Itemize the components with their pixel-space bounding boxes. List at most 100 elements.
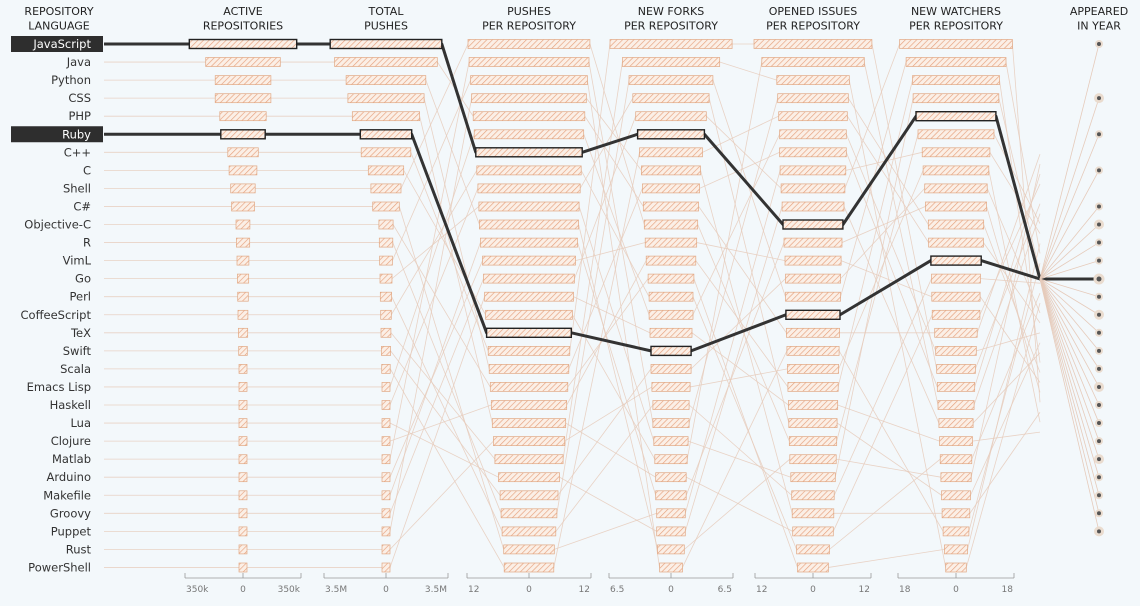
- year-connector: [1039, 206, 1100, 280]
- connector-line: [104, 61, 1041, 568]
- value-bar: [656, 526, 686, 537]
- value-bar: [643, 219, 699, 230]
- value-bar: [655, 472, 687, 483]
- value-bar: [489, 382, 569, 392]
- axis-tick-label: 0: [668, 585, 674, 595]
- connector-line: [104, 43, 1041, 370]
- value-bar: [483, 273, 575, 284]
- highlight-bar: [785, 309, 841, 320]
- axis-tick-label: 0: [953, 585, 959, 595]
- value-bar: [653, 436, 689, 446]
- connector-line: [104, 169, 1041, 550]
- highlight-bar: [915, 110, 997, 122]
- value-bar: [238, 346, 248, 356]
- value-bar: [788, 436, 838, 446]
- highlight-lines: [104, 38, 1099, 357]
- column-header-text: ACTIVE: [223, 5, 263, 18]
- connector-line: [104, 79, 1041, 568]
- axis-tick-label: 350k: [186, 585, 209, 595]
- value-bar: [647, 273, 695, 284]
- language-label: Haskell: [50, 398, 91, 412]
- axis-tick-label: 0: [526, 585, 532, 595]
- year-dot: [1097, 493, 1101, 498]
- axis-tick-label: 18: [1002, 585, 1014, 595]
- value-bar: [370, 183, 402, 194]
- column-header-text: REPOSITORY: [24, 5, 93, 18]
- connector-line: [104, 206, 1041, 532]
- value-bar: [652, 418, 690, 428]
- column-header-text: APPEARED: [1070, 5, 1128, 18]
- value-bar: [652, 400, 690, 410]
- connector-line: [104, 61, 1041, 460]
- value-bar: [642, 201, 699, 212]
- value-bar: [503, 544, 555, 555]
- year-dot: [1096, 276, 1102, 282]
- year-dot: [1097, 132, 1101, 137]
- value-bar: [789, 454, 837, 465]
- value-bar: [381, 544, 391, 555]
- value-bar: [238, 364, 248, 374]
- value-bar: [238, 472, 248, 483]
- language-label: PowerShell: [28, 560, 91, 574]
- value-bar: [931, 273, 981, 284]
- language-label: Objective-C: [24, 218, 91, 232]
- language-label: Arduino: [46, 470, 91, 484]
- value-bar: [238, 526, 248, 537]
- value-bar: [238, 544, 248, 555]
- value-bar: [381, 382, 391, 392]
- value-bar: [381, 364, 391, 374]
- highlight-bar: [782, 219, 844, 230]
- value-bar: [778, 111, 848, 122]
- highlight-bar: [650, 345, 692, 357]
- value-bar: [609, 39, 733, 49]
- value-bar: [650, 364, 692, 374]
- value-bar: [499, 490, 559, 501]
- year-connector: [1039, 278, 1100, 478]
- language-label: Perl: [69, 290, 91, 304]
- value-bar: [214, 75, 272, 85]
- language-label: Python: [51, 73, 91, 87]
- value-bar: [235, 219, 251, 230]
- highlight-bar: [329, 38, 443, 50]
- value-bar: [791, 508, 835, 519]
- value-bar: [477, 183, 581, 194]
- value-bar: [378, 219, 394, 230]
- value-bar: [787, 364, 839, 374]
- value-bar: [939, 454, 973, 465]
- value-bar: [899, 39, 1013, 49]
- value-bar: [779, 129, 847, 140]
- year-connector: [1039, 224, 1100, 280]
- value-bar: [238, 490, 248, 501]
- axis-tick-label: 18: [899, 585, 911, 595]
- value-bar: [642, 183, 700, 194]
- value-bar: [236, 237, 251, 248]
- year-dot: [1097, 168, 1101, 173]
- value-bar: [501, 526, 557, 537]
- value-bar: [639, 147, 703, 158]
- value-bar: [651, 382, 691, 392]
- value-bar: [780, 183, 846, 194]
- value-bar: [484, 291, 574, 302]
- appeared-year-dots: [1039, 40, 1105, 537]
- value-bar: [928, 237, 984, 248]
- year-dot: [1097, 421, 1101, 426]
- year-connector: [1039, 278, 1100, 316]
- value-bar: [381, 400, 391, 410]
- connector-line: [104, 133, 1041, 388]
- column-header-text: PER REPOSITORY: [766, 20, 860, 33]
- value-bar: [939, 436, 973, 446]
- value-bar: [473, 129, 585, 140]
- value-bar: [792, 526, 834, 537]
- value-bar: [937, 400, 975, 410]
- value-bar: [922, 165, 990, 176]
- year-dot: [1097, 42, 1101, 46]
- connector-line: [104, 97, 1041, 388]
- year-dot: [1097, 204, 1101, 209]
- value-bar: [487, 346, 571, 356]
- axis-tick-label: 0: [383, 585, 389, 595]
- value-bar: [214, 93, 272, 104]
- year-dot: [1097, 294, 1101, 299]
- language-label: Swift: [63, 344, 92, 358]
- value-bar: [785, 291, 841, 302]
- year-connector: [1039, 278, 1100, 496]
